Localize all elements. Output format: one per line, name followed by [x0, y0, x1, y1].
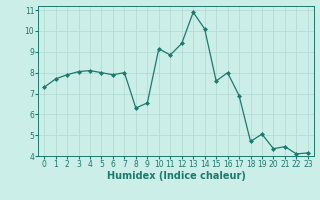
X-axis label: Humidex (Indice chaleur): Humidex (Indice chaleur)	[107, 171, 245, 181]
